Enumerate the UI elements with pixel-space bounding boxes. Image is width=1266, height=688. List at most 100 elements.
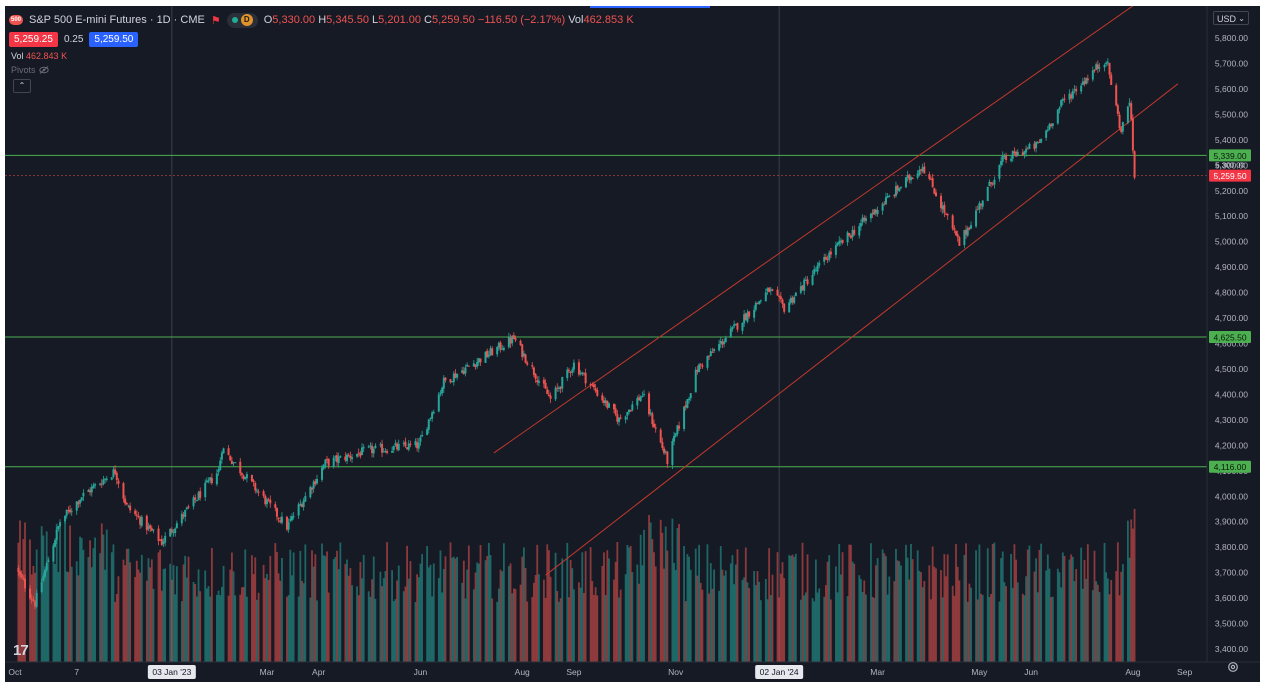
candle-body [1040,138,1043,143]
volume-bar [174,594,177,662]
volume-bar [44,569,46,662]
sell-price-button[interactable]: 5,259.25 [9,32,58,47]
candle-body [741,322,744,331]
volume-bar [823,596,826,662]
symbol-title[interactable]: S&P 500 E-mini Futures · 1D · CME [29,14,205,26]
candle-body [713,349,716,352]
candle-body [1070,94,1073,99]
candle-body [519,340,522,346]
settings-icon[interactable] [1227,661,1239,673]
volume-bar [361,578,363,662]
time-tick-label: 7 [74,667,79,677]
candle-body [554,387,557,400]
candle-body [1103,64,1106,68]
volume-bar [301,580,303,662]
eye-off-icon[interactable] [38,66,49,74]
candle-body [129,505,132,511]
volume-bar [608,558,610,662]
candle-body [502,347,505,350]
volume-bar [883,553,886,662]
volume-indicator-legend[interactable]: Vol 462.843 K [11,51,67,61]
currency-selector[interactable]: USD ⌄ [1213,11,1249,25]
volume-bar [29,539,31,662]
candle-body [666,451,669,464]
candle-body [649,412,652,415]
volume-bar [122,559,125,662]
volume-bar [818,588,821,662]
level-price-tag [1209,149,1251,162]
volume-bar [279,580,282,662]
volume-bar [639,534,642,662]
time-tick-label: Mar [260,667,275,677]
candle-body [806,279,809,285]
price-chart[interactable]: 3,400.00 3,500.00 3,600.00 3,700.00 3,800.00… [5,6,1260,682]
candle-body [946,214,949,216]
volume-bar [316,600,318,662]
volume-bar [803,595,806,662]
volume-bar [980,593,982,662]
collapse-legend-button[interactable]: ⌃ [13,79,31,93]
volume-bar [1035,558,1038,662]
candle-body [379,444,382,446]
volume-bar [579,587,582,662]
candle-body [853,229,856,235]
candle-body [262,491,265,496]
candle-body [886,196,889,198]
candle-body [219,460,222,471]
candle-body [252,480,255,483]
volume-bar [719,546,722,662]
candle-body [351,457,354,460]
candle-body [456,373,459,378]
candle-body [407,443,410,450]
candle-body [894,186,897,197]
volume-bar [55,523,58,662]
candle-body [638,397,641,401]
chart-frame[interactable]: 3,400.00 3,500.00 3,600.00 3,700.00 3,800.00… [5,6,1260,682]
candle-body [134,510,137,515]
volume-bar [1098,592,1101,662]
tradingview-logo[interactable]: 17 [13,642,29,659]
price-tick-label: 5,400.00 [1215,135,1248,145]
pivots-indicator-legend[interactable]: Pivots [11,65,49,75]
price-tick-label: 5,500.00 [1215,109,1248,119]
volume-indicator-label: Vol [11,51,24,61]
candle-body [99,483,102,485]
volume-bar [397,565,400,662]
volume-bar [205,588,208,662]
volume-bar [194,584,197,662]
market-status-badge[interactable]: D [226,12,258,28]
candle-body [362,447,365,449]
volume-bar [758,581,761,662]
candle-body [1015,151,1018,157]
candle-body [1091,70,1094,80]
volume-bar [769,594,772,662]
candle-body [673,436,676,442]
candle-body [978,203,981,210]
buy-price-button[interactable]: 5,259.50 [89,32,139,47]
volume-bar [511,593,514,662]
volume-bar [649,522,652,662]
symbol-logo-icon: 500 [9,15,23,25]
volume-bar [781,562,784,662]
candle-body [846,232,849,243]
candle-body [439,392,442,395]
volume-bar [32,565,35,662]
volume-bar [554,552,557,662]
volume-bar [951,585,954,662]
flag-icon[interactable]: ⚑ [210,14,221,27]
volume-bar [70,566,73,662]
candle-body [612,403,615,410]
volume-bar [618,597,620,662]
candle-body [285,516,288,530]
volume-bar [799,599,802,662]
volume-bar [753,570,756,662]
volume-bar [1056,568,1059,662]
candle-body [542,379,545,384]
price-tick-label: 3,500.00 [1215,619,1248,629]
candle-body [1120,128,1123,133]
volume-bar [157,552,160,662]
volume-bar [67,572,70,662]
volume-bar [334,557,337,662]
candle-body [499,342,502,350]
time-tick-label: Sep [566,667,581,677]
